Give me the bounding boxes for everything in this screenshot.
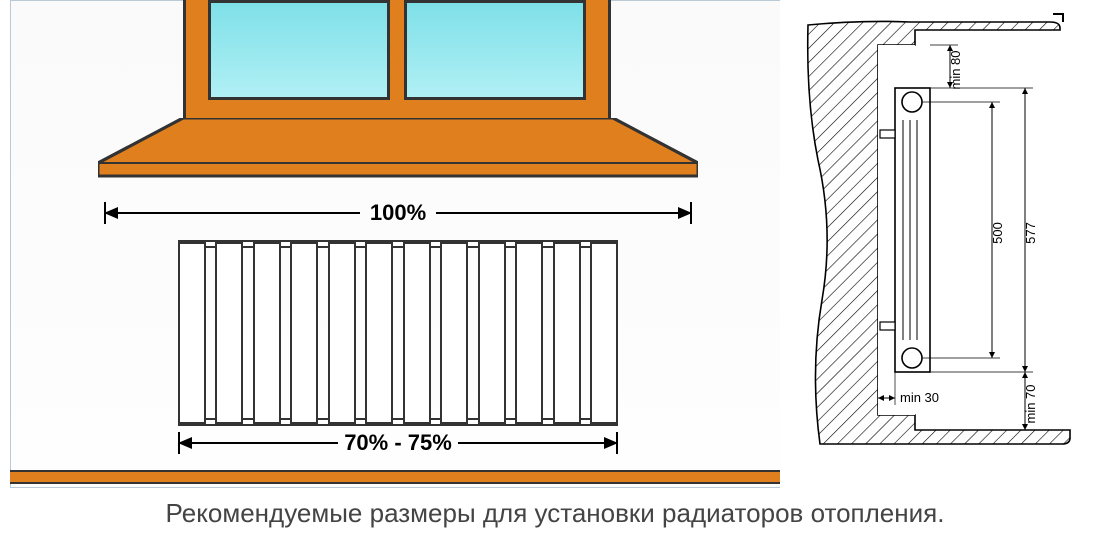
dim-label-100: 100% (360, 200, 436, 226)
radiator-fin (590, 242, 618, 424)
dim-wallgap-label: min 30 (900, 390, 939, 405)
dim-line (436, 212, 692, 214)
right-diagram: min 80 500 577 min 30 (800, 0, 1100, 490)
svg-text:500: 500 (990, 222, 1005, 244)
window-pane-left (208, 0, 390, 100)
dim-top-gap: min 80 (930, 45, 963, 90)
svg-text:min 70: min 70 (1023, 384, 1038, 423)
dim-line (104, 212, 360, 214)
radiator-fin (478, 242, 506, 424)
dim-outer-577: 577 (930, 88, 1038, 372)
radiator-fin (403, 242, 431, 424)
dim-tick (616, 432, 618, 454)
window-frame (183, 0, 611, 120)
radiator (178, 240, 618, 426)
dimension-7075pct: 70% - 75% (178, 430, 618, 460)
diagram-container: 100% 70% - 75% (0, 0, 1110, 550)
right-cross-section: min 80 500 577 min 30 (800, 0, 1100, 490)
radiator-fin (253, 242, 281, 424)
radiator-fin (365, 242, 393, 424)
radiator-fin (178, 242, 206, 424)
radiator-fin (553, 242, 581, 424)
caption: Рекомендуемые размеры для установки ради… (0, 498, 1110, 529)
dim-inner-500: 500 (922, 102, 1005, 358)
window-pane-right (404, 0, 586, 100)
dim-line (458, 442, 618, 444)
dim-line (178, 442, 338, 444)
radiator-fin (515, 242, 543, 424)
svg-text:min 80: min 80 (948, 50, 963, 89)
radiator-fin (290, 242, 318, 424)
radiator-fin (440, 242, 468, 424)
svg-text:577: 577 (1023, 222, 1038, 244)
radiator-fin (328, 242, 356, 424)
radiator-fin (215, 242, 243, 424)
dim-tick (690, 202, 692, 224)
dimension-100pct: 100% (104, 200, 692, 230)
window-sill (98, 118, 698, 178)
floor (10, 470, 780, 484)
dim-label-7075: 70% - 75% (338, 430, 458, 456)
left-diagram: 100% 70% - 75% (10, 0, 780, 490)
sill-lip (1053, 14, 1063, 22)
